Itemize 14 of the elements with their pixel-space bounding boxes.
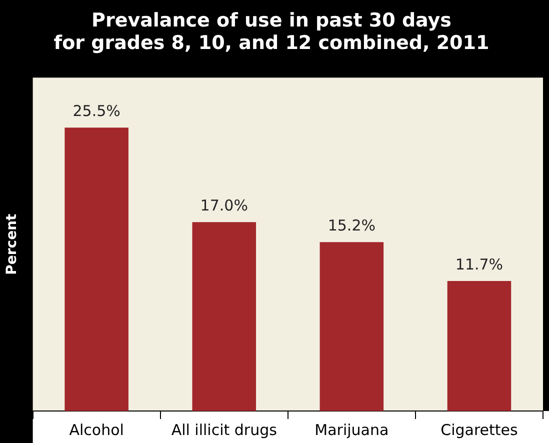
bar [192, 222, 256, 411]
y-axis-title: Percent [4, 213, 20, 275]
bar [320, 242, 384, 411]
data-label: 25.5% [72, 102, 120, 120]
data-label: 15.2% [328, 216, 376, 234]
bar [64, 128, 128, 411]
chart-title: Prevalance of use in past 30 days for grades 8, 10, and 12 combined, 2011 [54, 9, 490, 54]
x-tick-label: Alcohol [69, 420, 124, 439]
x-tick-label: Marijuana [314, 420, 389, 439]
data-label: 11.7% [455, 255, 504, 274]
bar [447, 280, 512, 411]
x-tick-label: All illicit drugs [171, 420, 278, 439]
data-label: 17.0% [200, 196, 248, 214]
x-tick-label: Cigarettes [440, 420, 518, 439]
